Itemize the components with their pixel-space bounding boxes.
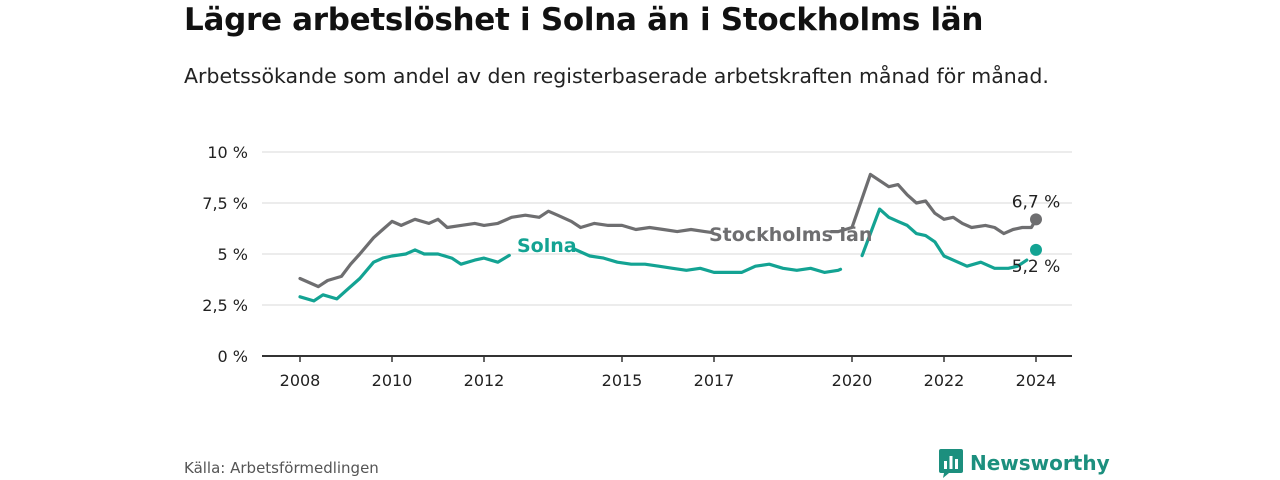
series-line-solna	[298, 248, 511, 303]
x-tick-label: 2017	[694, 371, 735, 390]
line-chart: 0 % 2,5 % 5 % 7,5 % 10 % 2008 2010 2012 2015 201…	[202, 143, 1072, 390]
newsworthy-logo-icon	[939, 449, 963, 478]
series-labels: Stockholms län Solna 6,7 % 5,2 %	[517, 192, 1060, 277]
end-value-label-stockholm: 6,7 %	[1012, 192, 1061, 212]
series-label-stockholm: Stockholms län	[709, 224, 872, 246]
x-tick-label: 2015	[602, 371, 643, 390]
series-label-solna: Solna	[517, 235, 577, 257]
end-point-solna	[1030, 243, 1042, 256]
brand-name: Newsworthy	[970, 451, 1110, 475]
y-tick-label: 7,5 %	[202, 194, 248, 213]
x-tick-label: 2024	[1016, 371, 1057, 390]
chart-title: Lägre arbetslöshet i Solna än i Stockhol…	[184, 2, 984, 38]
series-line-solna	[572, 247, 843, 274]
x-tick-label: 2008	[280, 371, 321, 390]
brand-logo: Newsworthy	[938, 448, 1110, 478]
y-tick-label: 0 %	[218, 347, 248, 366]
series-line-stockholm	[829, 172, 1038, 236]
x-tick-label: 2012	[464, 371, 505, 390]
x-axis-ticks: 2008 2010 2012 2015 2017 2020 2022 2024	[280, 356, 1057, 390]
y-tick-label: 10 %	[207, 143, 248, 162]
series-lines	[298, 172, 1042, 303]
series-line-stockholm	[298, 209, 714, 289]
series-line-solna	[860, 207, 1029, 270]
y-axis-ticks: 0 % 2,5 % 5 % 7,5 % 10 %	[202, 143, 248, 366]
x-tick-label: 2022	[924, 371, 965, 390]
end-point-stockholm	[1030, 213, 1042, 226]
chart-subtitle: Arbetssökande som andel av den registerb…	[184, 64, 1049, 88]
source-note: Källa: Arbetsförmedlingen	[184, 459, 379, 477]
x-tick-label: 2020	[832, 371, 873, 390]
gridlines	[262, 151, 1072, 306]
y-tick-label: 5 %	[218, 245, 248, 264]
x-tick-label: 2010	[372, 371, 413, 390]
y-tick-label: 2,5 %	[202, 296, 248, 315]
end-value-label-solna: 5,2 %	[1012, 257, 1061, 277]
